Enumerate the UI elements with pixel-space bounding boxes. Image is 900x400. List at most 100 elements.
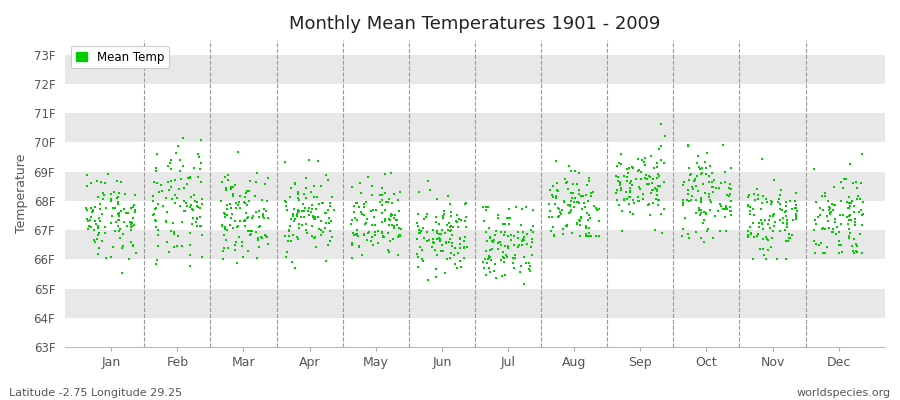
Point <box>292 225 306 231</box>
Point <box>547 233 562 239</box>
Point <box>830 224 844 230</box>
Point <box>166 220 180 226</box>
Point <box>716 141 730 148</box>
Point <box>431 231 446 237</box>
Point <box>454 264 468 270</box>
Point <box>818 250 832 257</box>
Point <box>164 184 178 191</box>
Point <box>124 221 139 227</box>
Point <box>712 185 726 191</box>
Point <box>572 233 587 239</box>
Point <box>574 193 589 200</box>
Point <box>279 253 293 260</box>
Point <box>432 235 446 241</box>
Point <box>154 182 168 189</box>
Point <box>215 256 230 262</box>
Point <box>226 184 240 191</box>
Point <box>91 232 105 238</box>
Point <box>818 190 832 196</box>
Point <box>634 168 648 175</box>
Point <box>785 232 799 238</box>
Point <box>516 236 530 242</box>
Point <box>638 162 652 168</box>
Point <box>235 254 249 260</box>
Point <box>99 205 113 212</box>
Point <box>86 208 100 214</box>
Point <box>96 190 111 196</box>
Point <box>106 204 121 211</box>
Point <box>392 225 406 231</box>
Point <box>307 235 321 241</box>
Point <box>176 208 191 214</box>
Point <box>123 205 138 211</box>
Point <box>392 208 407 214</box>
Point <box>479 228 493 235</box>
Point <box>526 207 540 213</box>
Point <box>788 198 802 204</box>
Point <box>385 222 400 228</box>
Point <box>824 209 838 215</box>
Point <box>482 224 497 231</box>
Point <box>675 232 689 239</box>
Point <box>230 149 245 156</box>
Point <box>316 229 330 236</box>
Point <box>581 233 596 239</box>
Point <box>741 232 755 238</box>
Point <box>653 121 668 127</box>
Point <box>282 232 296 239</box>
Point <box>814 240 828 246</box>
Point <box>170 194 184 201</box>
Point <box>850 196 864 202</box>
Point <box>218 211 232 217</box>
Point <box>421 277 436 283</box>
Point <box>752 220 766 226</box>
Point <box>410 220 424 226</box>
Point <box>548 158 562 164</box>
Point <box>148 179 162 186</box>
Point <box>426 239 440 246</box>
Point <box>443 236 457 242</box>
Point <box>650 174 664 181</box>
Point <box>352 243 366 250</box>
Point <box>694 206 708 213</box>
Point <box>305 232 320 239</box>
Point <box>230 259 245 266</box>
Point <box>323 238 338 244</box>
Point <box>305 223 320 229</box>
Point <box>450 219 464 225</box>
Point <box>426 226 440 233</box>
Point <box>696 181 710 187</box>
Point <box>480 238 494 244</box>
Point <box>821 218 835 224</box>
Point <box>238 218 252 224</box>
Point <box>809 221 824 227</box>
Point <box>701 191 716 198</box>
Point <box>350 200 365 206</box>
Point <box>708 212 723 219</box>
Point <box>292 197 307 204</box>
Point <box>654 211 669 218</box>
Point <box>282 228 296 234</box>
Point <box>192 154 206 160</box>
Point <box>445 240 459 246</box>
Point <box>443 200 457 207</box>
Point <box>309 206 323 212</box>
Point <box>214 223 229 230</box>
Point <box>365 242 380 248</box>
Point <box>746 212 760 218</box>
Point <box>753 206 768 212</box>
Point <box>524 227 538 234</box>
Title: Monthly Mean Temperatures 1901 - 2009: Monthly Mean Temperatures 1901 - 2009 <box>289 15 661 33</box>
Point <box>486 238 500 244</box>
Point <box>506 255 520 261</box>
Point <box>555 230 570 237</box>
Point <box>93 206 107 212</box>
Point <box>358 219 373 226</box>
Point <box>694 235 708 242</box>
Point <box>220 206 234 212</box>
Point <box>299 174 313 181</box>
Point <box>755 221 770 227</box>
Point <box>507 242 521 248</box>
Point <box>488 232 502 238</box>
Point <box>220 212 234 218</box>
